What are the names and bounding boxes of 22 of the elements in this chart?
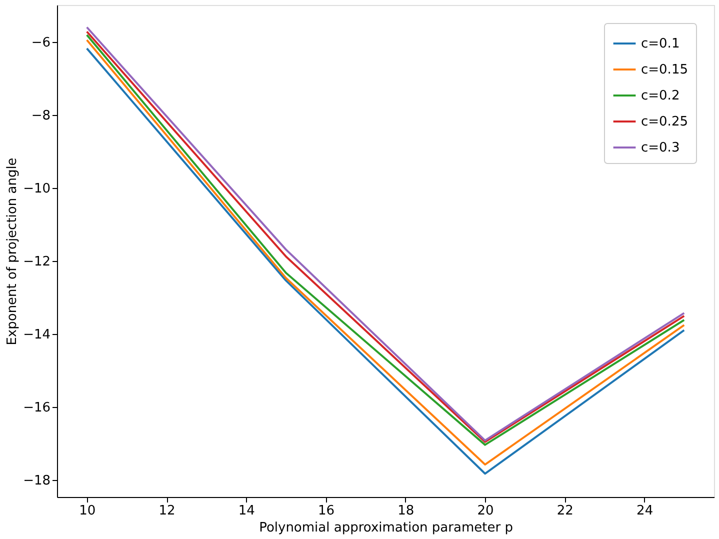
x-tick-label: 22 (556, 504, 574, 518)
y-tick-label: −18 (23, 473, 50, 488)
y-tick-label: −16 (23, 400, 50, 416)
y-axis-title: Exponent of projection angle (5, 158, 20, 346)
legend-label: c=0.15 (641, 62, 688, 78)
x-tick-label: 18 (398, 504, 414, 518)
x-axis-title: Polynomial approximation parameter p (259, 520, 513, 536)
y-tick-label: −10 (23, 181, 50, 196)
y-tick-label: −14 (23, 327, 50, 342)
legend-label: c=0.2 (641, 88, 680, 104)
legend-label: c=0.1 (641, 36, 680, 52)
x-tick-label: 24 (636, 504, 654, 518)
legend-label: c=0.25 (641, 114, 688, 130)
x-tick-label: 20 (477, 504, 494, 518)
y-tick-label: −8 (31, 108, 50, 124)
x-tick-label: 16 (318, 504, 335, 518)
y-tick-label: −12 (23, 254, 50, 270)
legend-label: c=0.3 (641, 140, 680, 156)
x-tick-label: 14 (238, 504, 255, 518)
x-tick-label: 12 (158, 504, 176, 518)
y-tick-label: −6 (31, 35, 50, 50)
x-tick-label: 10 (79, 504, 96, 518)
